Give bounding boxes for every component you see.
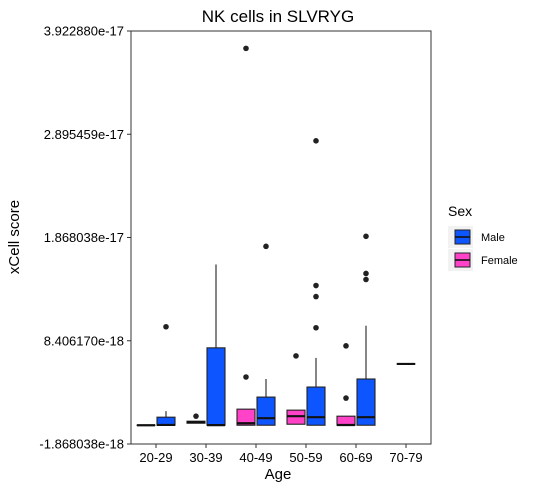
outlier-point <box>243 45 249 52</box>
y-tick-label: -1.868038e-18 <box>39 437 124 452</box>
box-30-39-male <box>206 264 226 427</box>
legend-label: Female <box>481 255 518 267</box>
chart-title: NK cells in SLVRYG <box>202 7 354 26</box>
box-body <box>206 347 226 426</box>
outlier-point <box>313 293 319 300</box>
outlier-point <box>313 324 319 331</box>
box-body <box>256 396 276 426</box>
box-50-59-male <box>306 138 326 426</box>
box-30-39-female <box>186 413 206 424</box>
legend-title: Sex <box>448 203 472 219</box>
outlier-point <box>313 282 319 289</box>
outlier-point <box>363 233 369 240</box>
x-tick-label: 40-49 <box>239 450 272 465</box>
box-body <box>236 408 256 426</box>
outlier-point <box>193 413 199 419</box>
outlier-point <box>343 343 349 349</box>
box-40-49-female <box>236 45 256 426</box>
legend-key-male <box>448 226 473 248</box>
y-axis: -1.868038e-18 8.406170e-18 1.868038e-17 2.8… <box>39 24 131 452</box>
y-axis-title: xCell score <box>6 200 23 274</box>
box-60-69-female <box>336 343 356 427</box>
box-50-59-female <box>286 353 306 425</box>
x-tick-label: 30-39 <box>189 450 222 465</box>
x-tick-label: 20-29 <box>139 450 172 465</box>
legend-key-female <box>448 249 473 271</box>
outlier-point <box>343 395 349 401</box>
legend-label: Male <box>481 232 505 244</box>
box-body <box>356 378 376 426</box>
outlier-point <box>363 276 369 283</box>
outlier-point <box>293 353 299 359</box>
y-tick-label: 8.406170e-18 <box>44 333 124 348</box>
box-body <box>336 415 356 426</box>
x-tick-label: 60-69 <box>339 450 372 465</box>
x-tick-label: 70-79 <box>389 450 422 465</box>
x-tick-label: 50-59 <box>289 450 322 465</box>
box-40-49-male <box>256 243 276 426</box>
y-tick-label: 3.922880e-17 <box>44 24 124 39</box>
outlier-point <box>313 138 319 144</box>
x-axis-title: Age <box>265 466 292 483</box>
box-60-69-male <box>356 233 376 426</box>
box-series <box>136 45 416 427</box>
outlier-point <box>243 374 249 380</box>
box-body <box>306 386 326 426</box>
y-tick-label: 1.868038e-17 <box>44 230 124 245</box>
box-20-29-male <box>156 323 176 427</box>
x-axis: 20-29 30-39 40-49 50-59 60-69 70-79 <box>139 444 423 465</box>
outlier-point <box>163 323 169 330</box>
plot-panel <box>130 30 432 445</box>
legend: Sex Male Female <box>448 203 518 271</box>
outlier-point <box>263 243 269 250</box>
y-tick-label: 2.895459e-17 <box>44 127 124 142</box>
outlier-point <box>363 270 369 277</box>
